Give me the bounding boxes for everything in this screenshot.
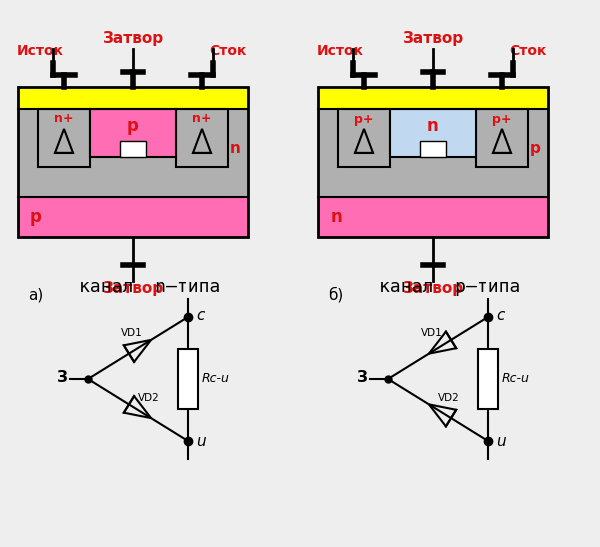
Text: Затвор: Затвор: [403, 32, 464, 46]
Text: n: n: [427, 117, 439, 135]
Text: б): б): [328, 287, 344, 303]
Text: VD2: VD2: [137, 393, 160, 403]
Text: p+: p+: [492, 113, 512, 125]
Text: Исток: Исток: [17, 44, 64, 58]
Text: с: с: [196, 307, 205, 323]
Bar: [478, 349, 498, 409]
Text: p: p: [30, 208, 42, 226]
Text: VD1: VD1: [121, 328, 142, 338]
Bar: [38, 109, 90, 167]
Bar: [390, 109, 476, 157]
Text: u: u: [196, 434, 206, 449]
Bar: [18, 109, 248, 197]
Text: Сток: Сток: [509, 44, 547, 58]
Text: З: З: [57, 370, 68, 386]
Bar: [318, 197, 548, 237]
Text: n: n: [330, 208, 342, 226]
Text: Затвор: Затвор: [103, 32, 164, 46]
Text: Rc-u: Rc-u: [202, 373, 230, 386]
Bar: [318, 87, 548, 237]
Text: u: u: [496, 434, 506, 449]
Text: канал  p–типа: канал p–типа: [379, 278, 521, 296]
Text: n+: n+: [192, 113, 212, 125]
Bar: [318, 109, 548, 197]
Text: а): а): [28, 288, 44, 302]
Text: VD2: VD2: [437, 393, 460, 403]
Text: p+: p+: [354, 113, 374, 125]
Bar: [90, 109, 176, 157]
Text: Исток: Исток: [317, 44, 364, 58]
Text: VD1: VD1: [421, 328, 442, 338]
Bar: [318, 87, 548, 109]
Text: n+: n+: [54, 113, 74, 125]
Bar: [176, 109, 228, 167]
Bar: [18, 197, 248, 237]
Bar: [420, 141, 446, 157]
Text: Rc-u: Rc-u: [502, 373, 530, 386]
Text: Сток: Сток: [209, 44, 247, 58]
Text: n: n: [230, 141, 241, 156]
Text: Затвор: Затвор: [403, 282, 464, 296]
Text: p: p: [127, 117, 139, 135]
Bar: [338, 109, 390, 167]
Text: Затвор: Затвор: [103, 282, 164, 296]
Text: с: с: [496, 307, 505, 323]
Bar: [178, 349, 198, 409]
Bar: [18, 87, 248, 109]
Bar: [476, 109, 528, 167]
Text: З: З: [357, 370, 368, 386]
Text: канал  n–типа: канал n–типа: [79, 278, 221, 296]
Bar: [18, 87, 248, 237]
Bar: [120, 141, 146, 157]
Text: p: p: [530, 141, 541, 156]
